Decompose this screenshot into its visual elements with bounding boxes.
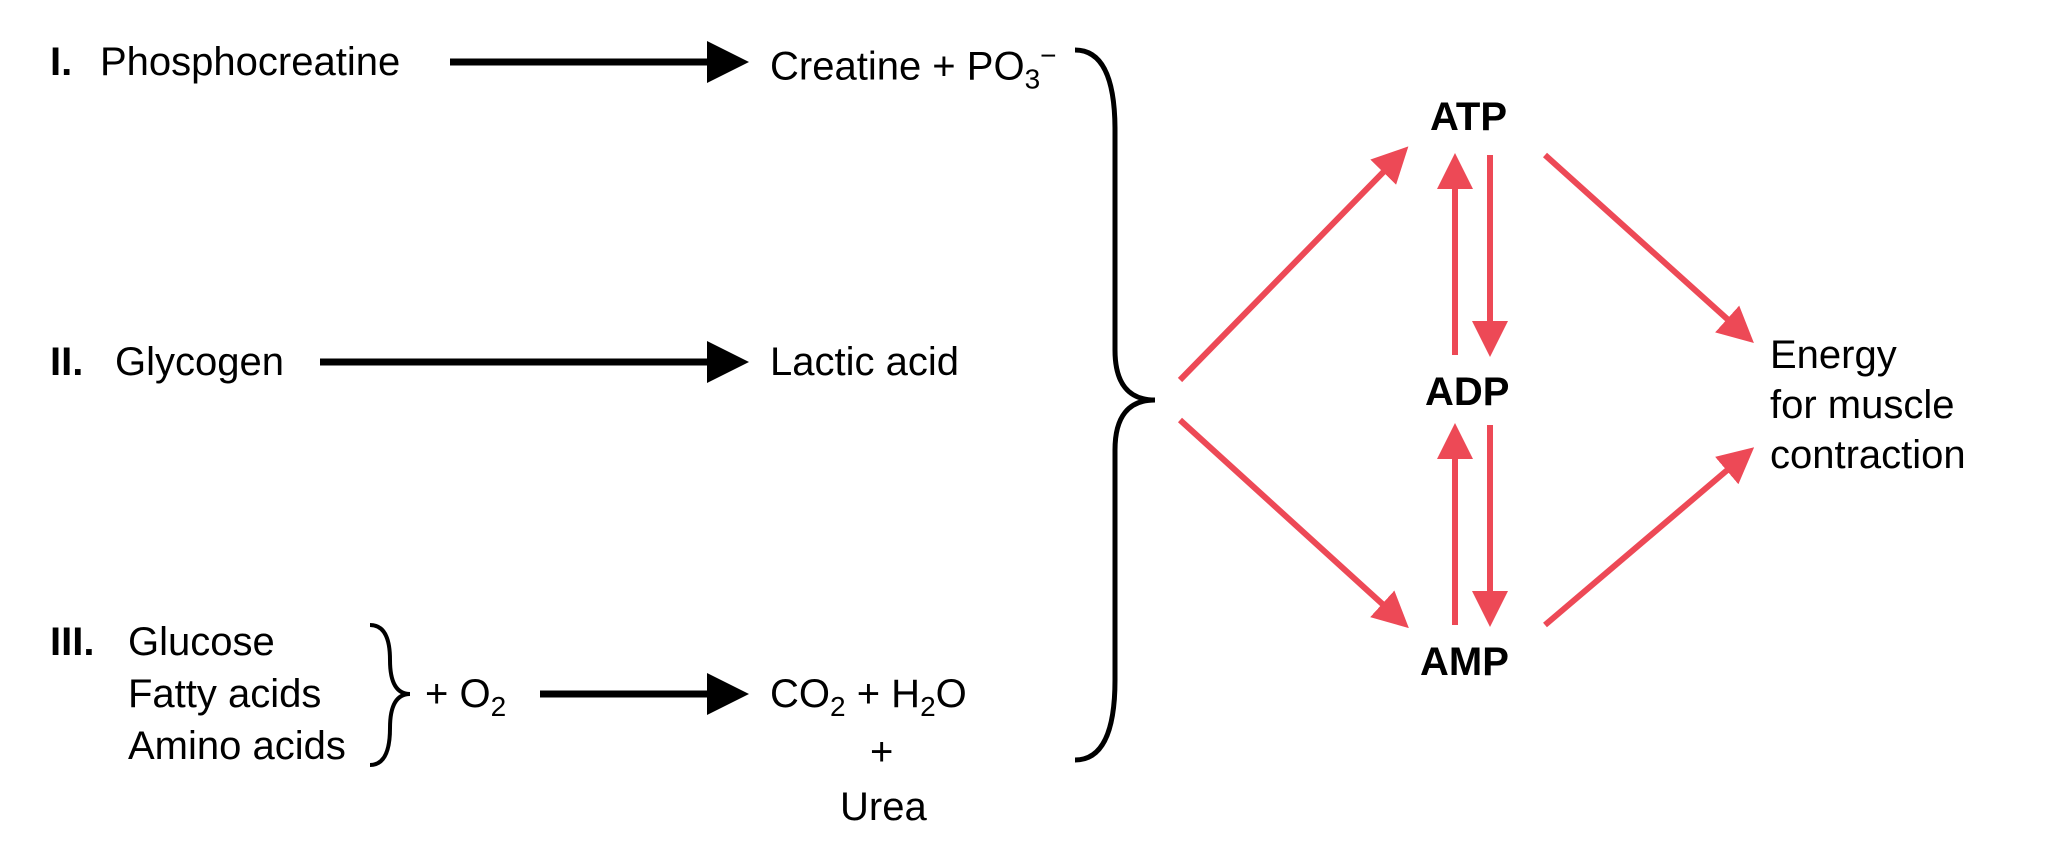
diagram-container: I. Phosphocreatine Creatine + PO3− II. G…	[0, 0, 2067, 847]
brace-reaction-3	[370, 625, 410, 765]
large-brace	[1075, 50, 1155, 760]
arrow-amp-to-energy	[1545, 455, 1745, 625]
arrow-atp-to-energy	[1545, 155, 1745, 335]
arrow-brace-to-amp	[1180, 420, 1400, 620]
arrow-brace-to-atp	[1180, 155, 1400, 380]
diagram-svg	[0, 0, 2067, 847]
